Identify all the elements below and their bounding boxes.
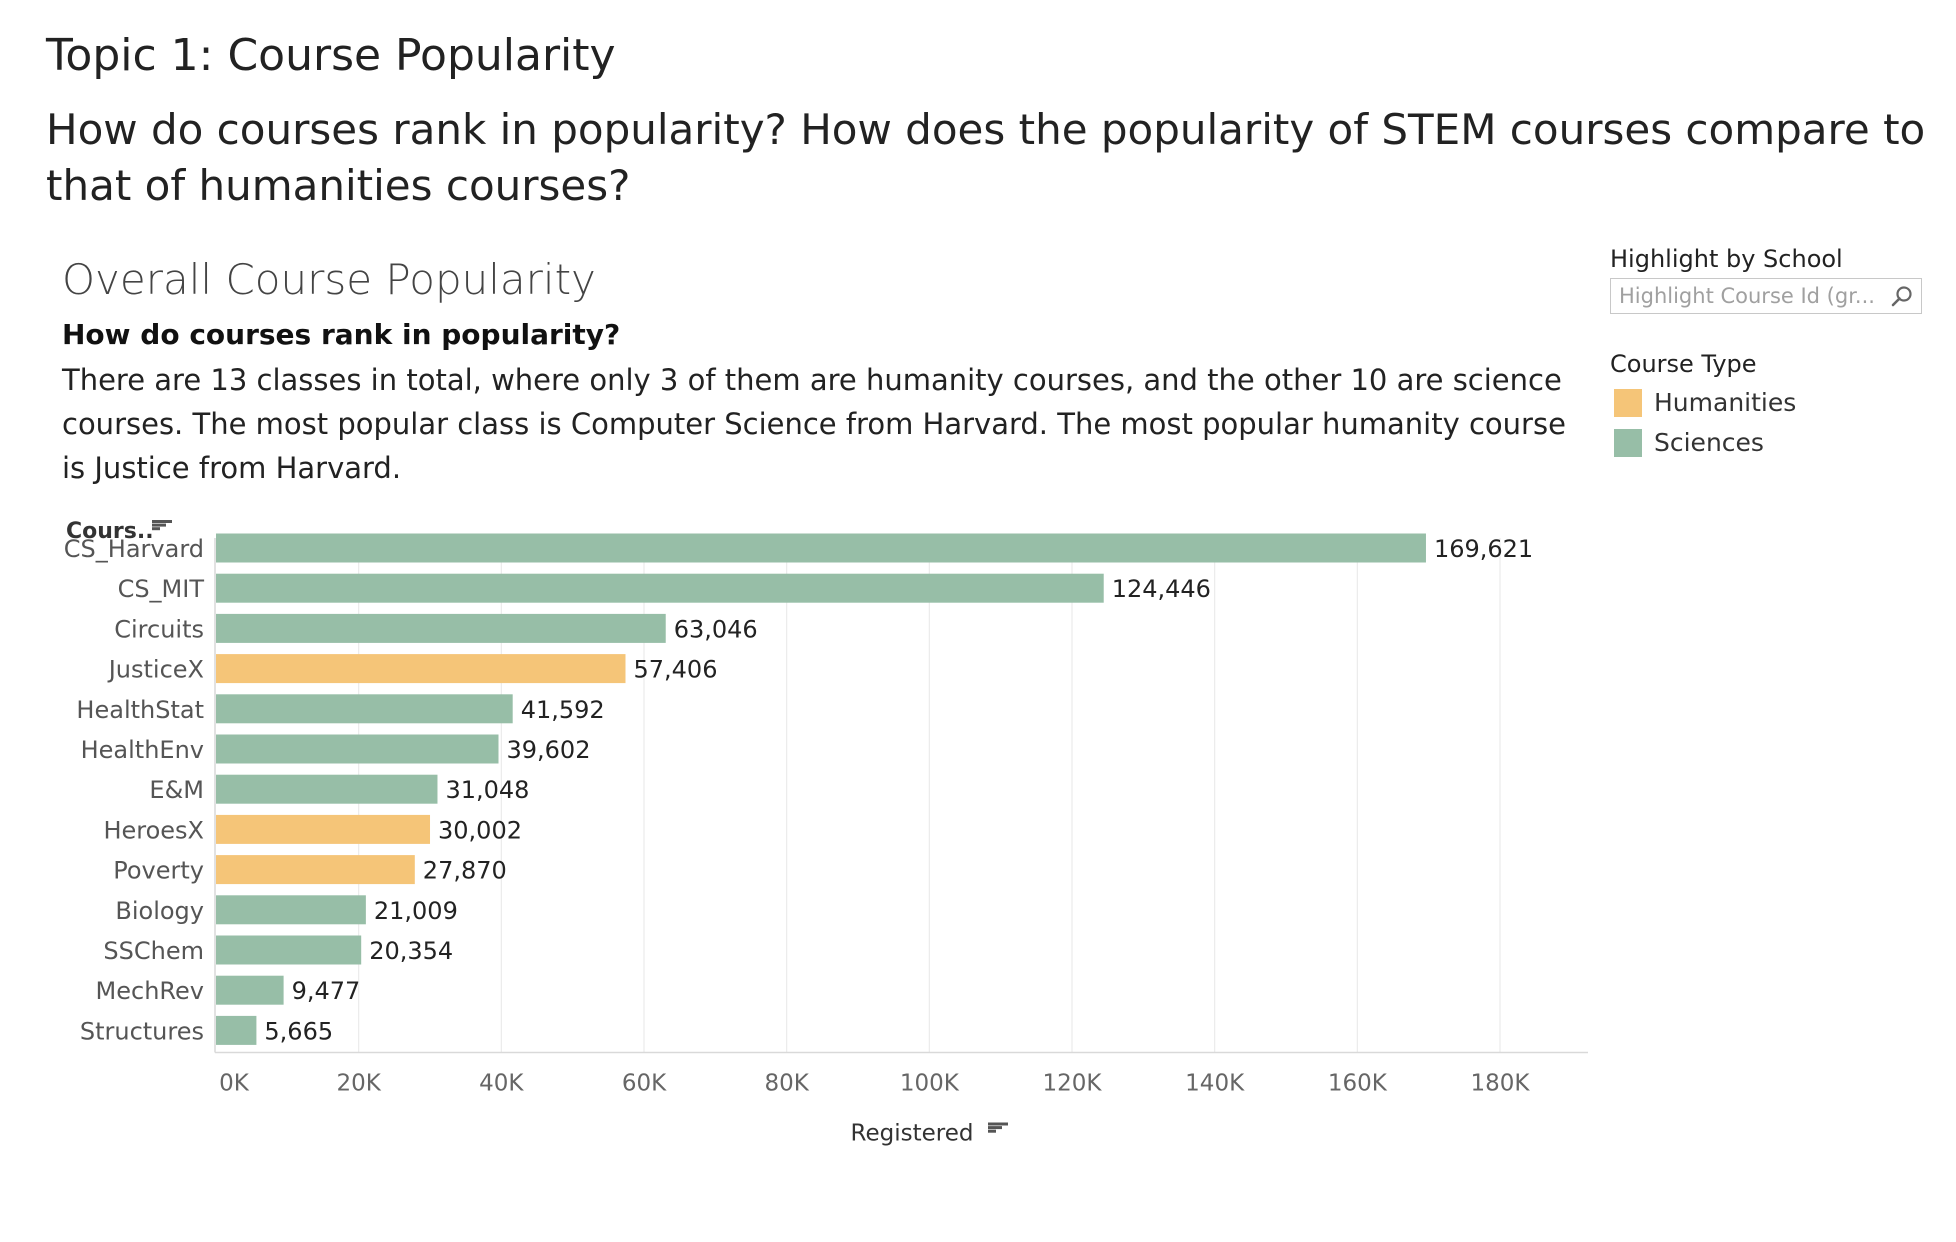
search-icon[interactable] (1889, 284, 1915, 310)
category-label: Structures (80, 1017, 204, 1045)
highlight-filter-box[interactable] (1610, 278, 1922, 314)
value-label: 63,046 (674, 615, 758, 643)
value-label: 30,002 (438, 816, 522, 844)
sort-icon-bar (988, 1126, 1002, 1130)
sort-icon-bar (152, 523, 166, 527)
category-label: Biology (115, 897, 204, 925)
bar-heroesx[interactable] (216, 814, 431, 844)
x-tick-label: 80K (764, 1071, 809, 1097)
legend-label-sciences: Sciences (1654, 428, 1764, 457)
category-label: HealthStat (76, 696, 204, 724)
legend-swatch-humanities (1614, 388, 1642, 417)
x-tick-label: 140K (1185, 1071, 1245, 1097)
x-tick-label: 120K (1043, 1071, 1103, 1097)
sort-icon (152, 520, 172, 531)
sort-icon-bar (152, 527, 160, 531)
x-tick-label: 180K (1471, 1071, 1531, 1097)
bar-sschem[interactable] (216, 935, 362, 965)
value-label: 41,592 (521, 696, 605, 724)
value-labels: 169,621 124,446 63,046 57,406 41,592 39,602 31… (264, 535, 1533, 1045)
bar-justicex[interactable] (216, 654, 626, 684)
y-axis-label: Cours.. (66, 519, 154, 544)
category-label: SSChem (103, 937, 204, 965)
bars[interactable] (216, 533, 1426, 1045)
category-label: Poverty (113, 857, 204, 885)
legend-item-humanities[interactable]: Humanities (1614, 388, 1796, 417)
category-label: Circuits (114, 615, 204, 643)
value-label: 20,354 (369, 937, 453, 965)
value-label: 31,048 (445, 776, 529, 804)
sort-icon-bar (988, 1122, 1008, 1126)
legend-swatch-sciences (1614, 428, 1642, 457)
x-tick-label: 0K (219, 1071, 250, 1097)
category-labels: CS_Harvard CS_MIT Circuits JusticeX HealthSt… (64, 535, 205, 1045)
bar-biology[interactable] (216, 895, 366, 925)
bar-structures[interactable] (216, 1015, 257, 1045)
main-question: How do courses rank in popularity? How d… (46, 105, 1926, 210)
category-label: CS_MIT (118, 575, 205, 603)
sort-icon-bar (988, 1129, 996, 1133)
x-tick-label: 100K (900, 1071, 960, 1097)
x-axis-label: Registered (851, 1121, 974, 1147)
category-label: HeroesX (103, 816, 204, 844)
x-tick-label: 60K (622, 1071, 667, 1097)
value-label: 5,665 (264, 1017, 333, 1045)
legend-title: Course Type (1610, 350, 1757, 378)
value-label: 39,602 (506, 736, 590, 764)
value-label: 21,009 (374, 897, 458, 925)
category-label: MechRev (96, 977, 204, 1005)
chart-description: There are 13 classes in total, where onl… (62, 363, 1566, 485)
sort-icon (988, 1122, 1008, 1133)
bar-cs-mit[interactable] (216, 573, 1104, 603)
legend-item-sciences[interactable]: Sciences (1614, 428, 1764, 457)
bar-e-m[interactable] (216, 774, 438, 804)
bar-mechrev[interactable] (216, 975, 284, 1005)
chart-subtitle: How do courses rank in popularity? (62, 318, 621, 351)
x-tick-label: 20K (336, 1071, 381, 1097)
category-label: CS_Harvard (64, 535, 204, 563)
chart-title: Overall Course Popularity (62, 255, 596, 304)
bar-healthstat[interactable] (216, 694, 513, 724)
sort-icon-bar (152, 520, 172, 523)
value-label: 169,621 (1434, 535, 1533, 563)
legend-label-humanities: Humanities (1654, 388, 1797, 417)
category-label: JusticeX (107, 656, 204, 684)
highlight-search-input[interactable] (1611, 279, 1881, 313)
axes: Cours.. Registered (66, 519, 1588, 1147)
value-label: 124,446 (1112, 575, 1211, 603)
x-tick-label: 160K (1328, 1071, 1388, 1097)
value-label: 27,870 (423, 857, 507, 885)
category-label: HealthEnv (81, 736, 204, 764)
bar-chart: CS_Harvard CS_MIT Circuits JusticeX HealthSt… (64, 519, 1588, 1147)
value-label: 57,406 (633, 656, 717, 684)
value-label: 9,477 (292, 977, 361, 1005)
bar-cs-harvard[interactable] (216, 533, 1426, 563)
highlight-filter-label: Highlight by School (1610, 245, 1843, 273)
bar-circuits[interactable] (216, 613, 666, 643)
x-tick-label: 40K (479, 1071, 524, 1097)
x-axis-ticks: 0K 20K 40K 60K 80K 100K 120K 140K 160K 180K (219, 1071, 1530, 1097)
category-label: E&M (149, 776, 204, 804)
page-title: Topic 1: Course Popularity (46, 30, 616, 81)
bar-healthenv[interactable] (216, 734, 499, 764)
bar-poverty[interactable] (216, 855, 415, 885)
